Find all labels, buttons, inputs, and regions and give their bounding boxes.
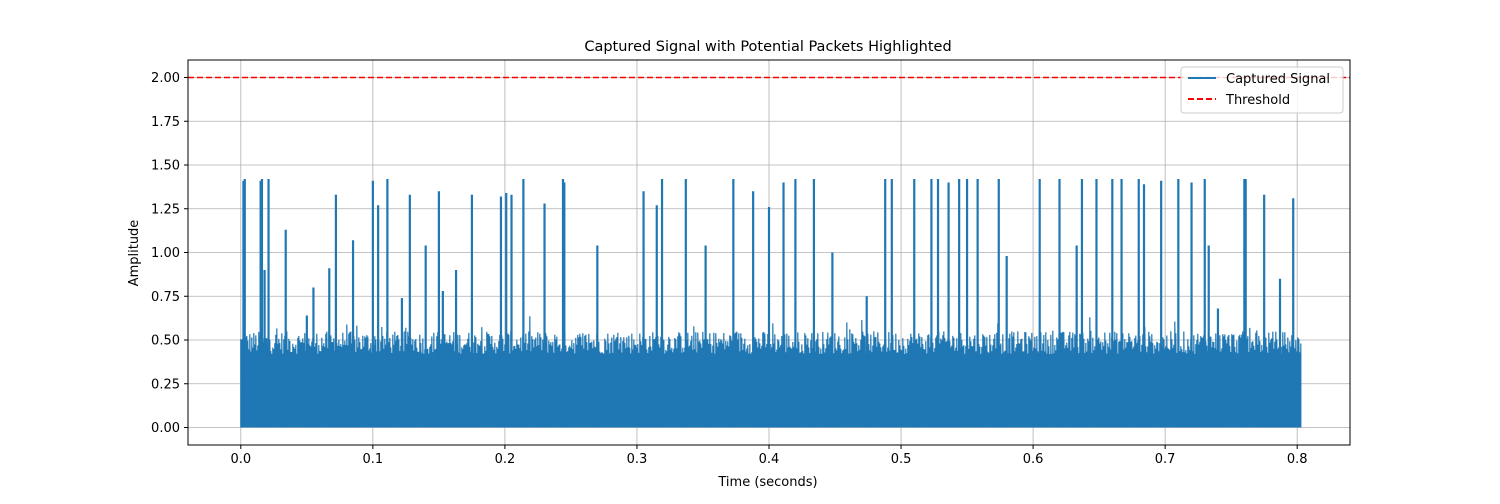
y-tick-label: 1.25 (151, 202, 180, 217)
y-tick-label: 1.00 (151, 246, 180, 261)
x-tick-label: 0.3 (627, 452, 648, 467)
x-tick-label: 0.8 (1287, 452, 1308, 467)
y-axis-ticks: 0.00 0.25 0.50 0.75 1.00 1.25 1.50 1.75 2.00 (151, 71, 188, 436)
legend-box (1180, 66, 1344, 114)
y-tick-label: 1.75 (151, 115, 180, 130)
x-tick-label: 0.2 (495, 452, 516, 467)
signal-noise-trace (240, 316, 1302, 428)
x-axis-label: Time (seconds) (717, 475, 817, 490)
legend-label-threshold: Threshold (1225, 93, 1290, 108)
y-tick-label: 1.50 (151, 159, 180, 174)
chart-title: Captured Signal with Potential Packets H… (584, 39, 951, 55)
x-tick-label: 0.5 (891, 452, 912, 467)
x-tick-label: 0.0 (230, 452, 251, 467)
x-tick-label: 0.7 (1155, 452, 1176, 467)
x-tick-label: 0.1 (363, 452, 384, 467)
y-tick-label: 0.50 (151, 334, 180, 349)
y-axis-label: Amplitude (127, 220, 142, 287)
y-tick-label: 0.75 (151, 290, 180, 305)
x-axis-ticks: 0.0 0.1 0.2 0.3 0.4 0.5 0.6 0.7 0.8 (230, 445, 1308, 467)
legend: Captured Signal Threshold (1180, 66, 1344, 114)
y-tick-label: 2.00 (151, 71, 180, 86)
y-tick-label: 0.25 (151, 377, 180, 392)
x-tick-label: 0.4 (759, 452, 780, 467)
plot-area (188, 76, 1350, 428)
y-tick-label: 0.00 (151, 421, 180, 436)
x-tick-label: 0.6 (1023, 452, 1044, 467)
legend-label-captured-signal: Captured Signal (1226, 72, 1330, 87)
